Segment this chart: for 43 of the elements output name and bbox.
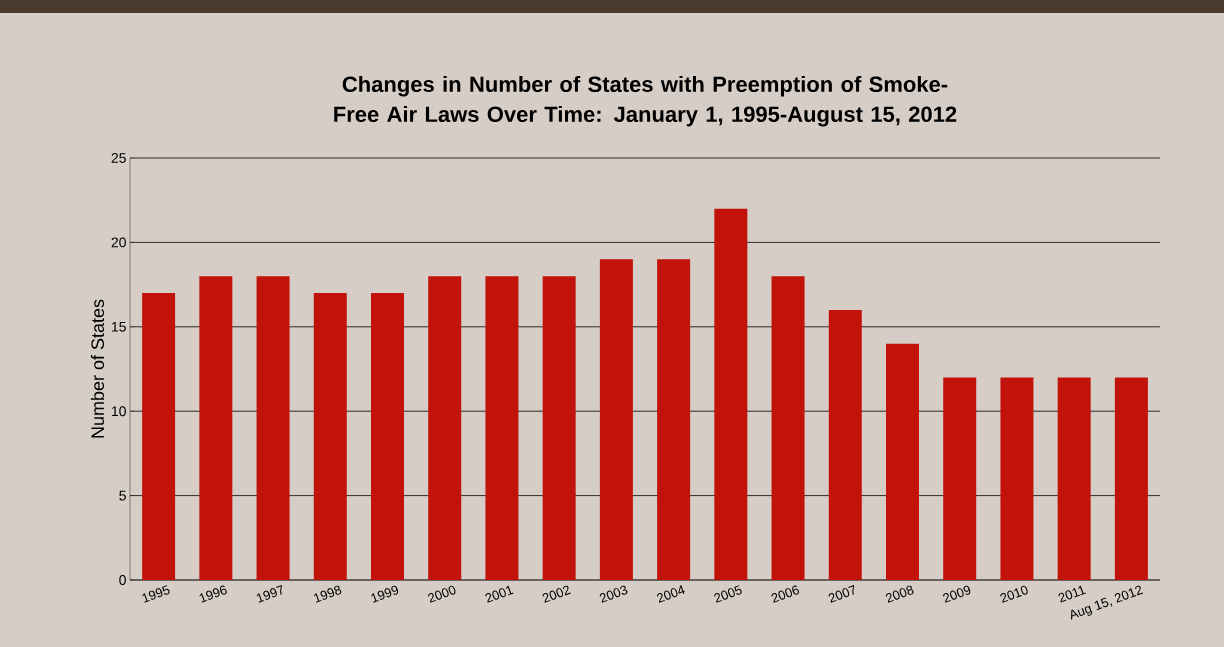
bar xyxy=(1057,377,1091,580)
x-tick-label: 2010 xyxy=(1000,585,1028,603)
y-tick-label: 5 xyxy=(119,490,126,501)
x-tick-label: 2002 xyxy=(542,585,571,603)
x-tick-label: 1997 xyxy=(256,585,282,603)
bar xyxy=(886,343,919,580)
x-tick-label: 2009 xyxy=(943,585,971,603)
y-tick-label: 25 xyxy=(111,153,126,163)
bar xyxy=(828,309,862,580)
y-tick-label: 10 xyxy=(111,406,126,417)
bar xyxy=(657,259,691,580)
bar xyxy=(542,276,576,580)
x-tick-label: 2005 xyxy=(714,585,742,603)
y-tick-label: 20 xyxy=(111,237,126,248)
x-tick-label: 2011 xyxy=(1058,585,1086,603)
bar xyxy=(485,276,519,580)
bar xyxy=(313,293,347,580)
y-tick-label: 15 xyxy=(111,321,126,332)
bar xyxy=(371,293,404,580)
x-tick-label: 1999 xyxy=(371,585,399,603)
bar xyxy=(199,276,233,580)
bar xyxy=(599,259,633,580)
y-axis-title: Number of States xyxy=(90,299,105,438)
x-tick-label: 2003 xyxy=(599,585,628,603)
bar xyxy=(771,276,805,580)
bar xyxy=(714,208,748,580)
x-tick-label: 1995 xyxy=(142,585,170,603)
x-tick-label: 1996 xyxy=(199,585,227,603)
chart-title: Changes in Number of States with Preemption of Smoke-Free Air Laws Over Time: January 1, 1995-August 15, 2012 xyxy=(334,75,957,127)
bar xyxy=(1000,377,1034,580)
x-tick-label: 2001 xyxy=(485,585,514,603)
bar xyxy=(142,293,176,580)
x-tick-label: 2006 xyxy=(771,585,800,603)
x-tick-label: 1998 xyxy=(313,585,342,603)
bar xyxy=(943,377,977,580)
bar xyxy=(428,276,462,580)
bar xyxy=(256,276,290,580)
x-tick-label: 2008 xyxy=(885,585,914,603)
x-tick-label: 2004 xyxy=(656,585,685,603)
x-tick-label: 2000 xyxy=(428,585,456,603)
bar xyxy=(1114,377,1148,580)
y-tick-label: 0 xyxy=(119,575,126,585)
x-tick-label: 2007 xyxy=(828,585,855,603)
